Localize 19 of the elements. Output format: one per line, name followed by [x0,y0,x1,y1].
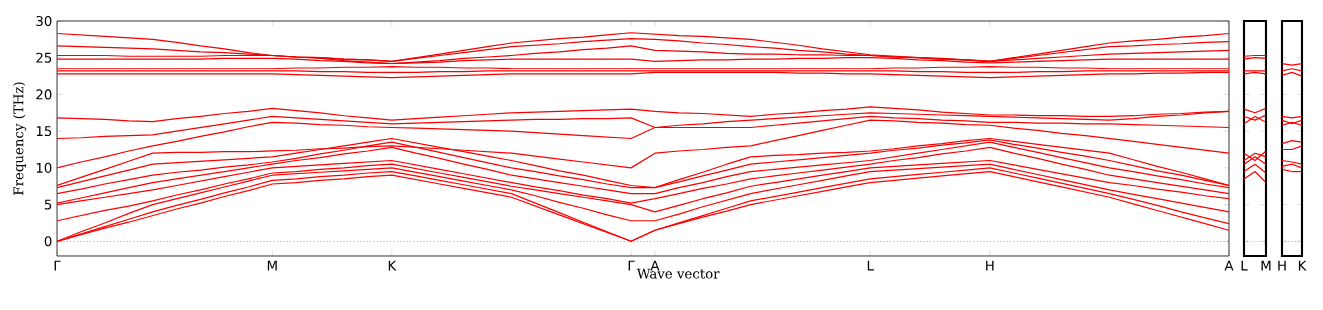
y-tick-label: 30 [36,15,52,27]
x-tick-label: L [867,260,874,271]
y-tick-label: 25 [36,52,52,63]
y-tick-label: 20 [36,89,52,100]
x-tick-label: K [388,260,397,271]
x-tick-label: L [1241,260,1248,271]
x-tick-label: K [1298,260,1307,271]
x-tick-label: M [267,260,277,271]
x-tick-label: H [986,260,994,271]
x-tick-label: Γ [54,260,61,271]
y-axis-title: Frequency (THz) [13,82,27,195]
x-tick-label: A [1224,260,1234,271]
y-tick-label: 10 [36,162,52,173]
x-tick-label: H [1278,260,1286,271]
y-tick-label: 5 [44,199,52,210]
x-tick-label: M [1261,260,1271,271]
x-tick-label: Γ [628,260,635,271]
y-tick-label: 0 [44,236,52,247]
y-tick-label: 15 [36,126,52,137]
